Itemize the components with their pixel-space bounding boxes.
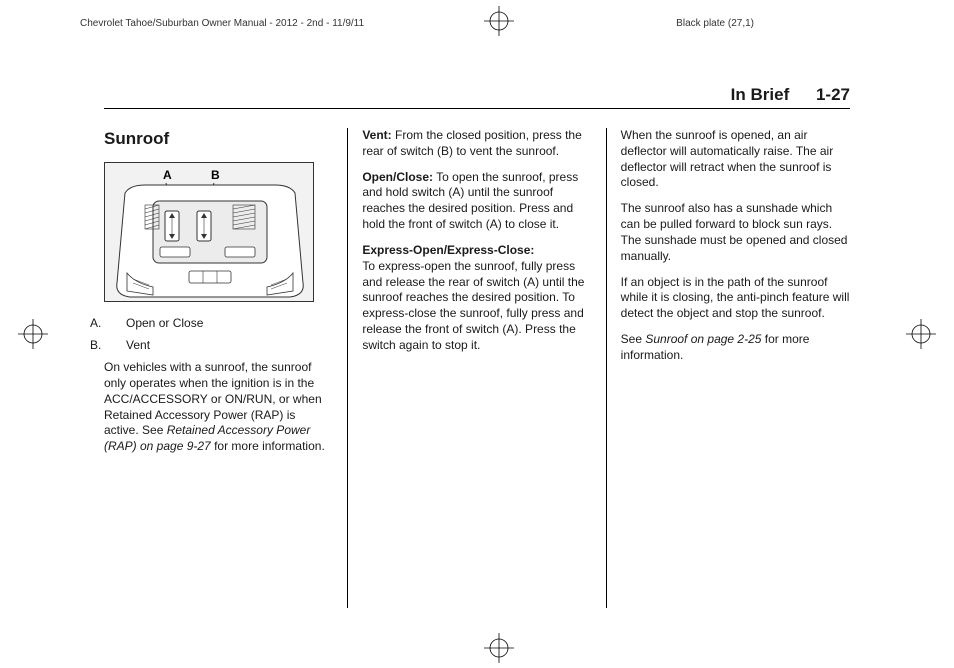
illus-label-a: A <box>163 168 172 182</box>
paragraph-open-close: Open/Close: To open the sunroof, press a… <box>362 170 591 233</box>
registration-mark-left <box>18 319 48 349</box>
list-item-a: A.Open or Close <box>118 316 333 332</box>
xref-sunroof: Sunroof on page 2-25 <box>645 332 761 346</box>
header-rule <box>104 108 850 109</box>
registration-mark-bottom <box>484 633 514 663</box>
print-header-left: Chevrolet Tahoe/Suburban Owner Manual - … <box>80 18 364 29</box>
list-item-b: B.Vent <box>118 338 333 354</box>
column-1: Sunroof A B <box>104 128 347 608</box>
page-number: 1-27 <box>816 85 850 104</box>
running-head: In Brief 1-27 <box>731 85 850 105</box>
paragraph: See Sunroof on page 2-25 for more inform… <box>621 332 850 364</box>
registration-mark-top <box>484 6 514 36</box>
registration-mark-right <box>906 319 936 349</box>
list-letter: A. <box>104 316 126 332</box>
list-text: Vent <box>126 338 150 352</box>
paragraph-vent: Vent: From the closed position, press th… <box>362 128 591 160</box>
term-open-close: Open/Close: <box>362 170 433 184</box>
paragraph-express: Express-Open/Express-Close:To express-op… <box>362 243 591 354</box>
section-name: In Brief <box>731 85 790 104</box>
paragraph: When the sunroof is opened, an air defle… <box>621 128 850 191</box>
paragraph: The sunroof also has a sunshade which ca… <box>621 201 850 264</box>
section-title: Sunroof <box>104 128 333 150</box>
column-3: When the sunroof is opened, an air defle… <box>606 128 850 608</box>
sunroof-illustration: A B <box>104 162 314 302</box>
illus-label-b: B <box>211 168 220 182</box>
term-express: Express-Open/Express-Close: <box>362 243 534 257</box>
list-text: Open or Close <box>126 316 203 330</box>
column-2: Vent: From the closed position, press th… <box>347 128 605 608</box>
paragraph: If an object is in the path of the sunro… <box>621 275 850 322</box>
content-columns: Sunroof A B <box>104 128 850 608</box>
paragraph: On vehicles with a sunroof, the sunroof … <box>104 360 333 455</box>
term-vent: Vent: <box>362 128 391 142</box>
print-header-right: Black plate (27,1) <box>676 18 754 29</box>
list-letter: B. <box>104 338 126 354</box>
